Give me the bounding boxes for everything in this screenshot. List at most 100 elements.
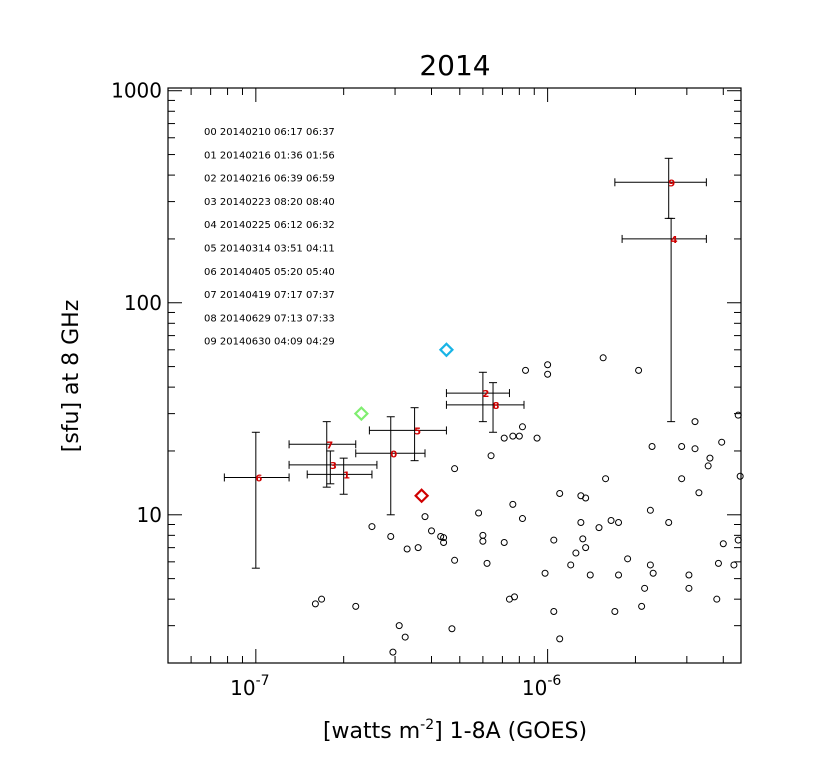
event-7: 7 [288,421,357,488]
data-point [368,523,376,531]
data-point [577,518,585,526]
data-point [615,571,623,579]
data-point [678,442,686,450]
data-point [448,625,456,633]
plot-area [167,87,742,664]
event-4: 4 [621,217,707,423]
labeled-events: 0 1 2 3 4 5 6 7 8 9 [223,157,707,569]
data-point [691,445,699,453]
event-label: 9 [668,178,675,189]
event-5: 5 [368,407,447,462]
data-point [451,556,459,564]
data-point [734,536,742,544]
legend-entry: 09 20140630 04:09 04:29 [204,337,335,348]
event-9: 9 [614,157,707,219]
data-point [646,561,654,569]
x-tick-label-exponent: -6 [547,673,561,689]
data-point [518,515,526,523]
data-point [500,434,508,442]
data-point [556,635,564,643]
data-point [387,533,395,541]
legend-entry: 00 20140210 06:17 06:37 [204,127,335,138]
data-point [607,516,615,524]
data-point [648,442,656,450]
data-point [635,366,643,374]
x-tick-label: 10-6 [522,673,562,700]
data-point [579,535,587,543]
data-point [595,524,603,532]
data-point [736,472,744,480]
data-point [389,648,397,656]
data-point [602,475,610,483]
data-point [582,494,590,502]
data-point [509,432,517,440]
data-point [479,537,487,545]
data-point [518,423,526,431]
data-point [556,490,564,498]
data-point [541,569,549,577]
data-point [713,595,721,603]
data-point [582,544,590,552]
event-label: 6 [255,473,262,484]
x-tick-label-exponent: -7 [256,673,270,689]
event-legend: 00 20140210 06:17 06:37 01 20140216 01:36… [204,127,335,348]
legend-entry: 08 20140629 07:13 07:33 [204,313,335,324]
event-label: 3 [330,461,337,472]
data-point [638,602,646,610]
data-point [414,544,422,552]
data-point [734,411,742,419]
event-label: 1 [343,470,350,481]
event-label: 7 [326,440,333,451]
y-axis-label: [sfu] at 8 GHz [59,300,84,453]
data-point [533,434,541,442]
data-point [691,418,699,426]
data-point [730,561,738,569]
event-label: 4 [671,235,678,246]
data-point [352,602,360,610]
data-point [403,545,411,553]
highlight-diamond [353,406,369,422]
data-point [665,518,673,526]
plot-frame [167,87,742,664]
data-point [695,489,703,497]
event-6: 6 [223,431,290,569]
x-tick-label: 10-7 [230,673,269,700]
event-0: 0 [355,416,426,516]
data-point [440,534,448,542]
data-point [586,571,594,579]
data-point [550,536,558,544]
event-3: 3 [288,450,378,485]
data-point [649,569,657,577]
data-point [522,366,530,374]
data-point [483,559,491,567]
data-point [428,527,436,535]
data-point [318,595,326,603]
data-point [641,584,649,592]
legend-entry: 02 20140216 06:39 06:59 [204,174,335,185]
data-point [544,370,552,378]
data-point [646,506,654,514]
data-point [421,513,429,521]
data-point [611,607,619,615]
x-axis-label-part-2: ] 1-8A (GOES) [434,719,587,744]
data-point [475,509,483,517]
legend-entry: 06 20140405 05:20 05:40 [204,267,335,278]
event-1: 1 [306,457,373,495]
y-tick-label: 1000 [111,79,162,103]
data-point [479,531,487,539]
data-point [714,559,722,567]
data-point [510,593,518,601]
data-point [515,432,523,440]
data-point [311,600,319,608]
data-point [719,540,727,548]
event-label: 8 [493,401,500,412]
data-point [685,584,693,592]
event-label: 5 [414,426,421,437]
legend-entry: 05 20140314 03:51 04:11 [204,244,335,255]
legend-entry: 04 20140225 06:12 06:32 [204,220,335,231]
data-point [685,571,693,579]
legend-entry: 01 20140216 01:36 01:56 [204,150,335,161]
x-tick-label-base: 10 [522,676,547,700]
